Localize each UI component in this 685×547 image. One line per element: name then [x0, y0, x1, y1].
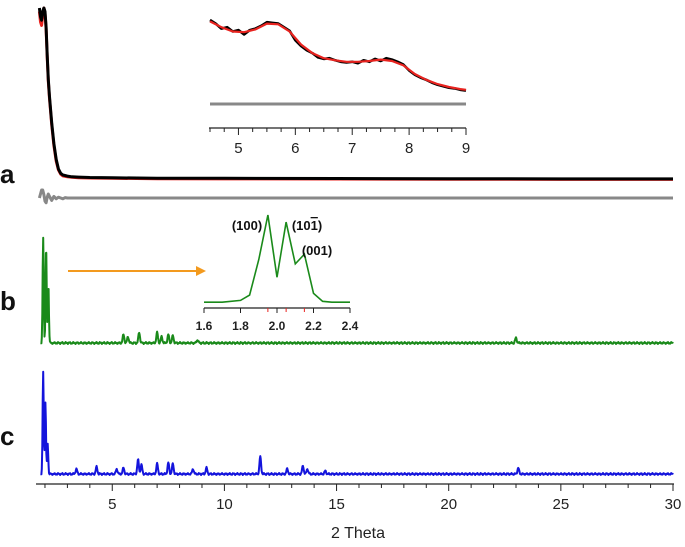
x-tick-label: 5	[108, 496, 116, 513]
inset-a-tick-label: 6	[291, 140, 299, 157]
peak-label-100: (100)	[232, 218, 262, 233]
panel-label-b: b	[0, 286, 16, 316]
panel-label-c: c	[0, 421, 14, 451]
x-tick-label: 20	[440, 496, 457, 513]
inset-b-tick-label: 2.2	[305, 319, 322, 333]
panel-label-a: a	[0, 159, 15, 189]
inset-b-tick-label: 1.8	[232, 319, 249, 333]
inset-a-tick-label: 5	[234, 140, 242, 157]
inset-b-tick-label: 2.4	[342, 319, 359, 333]
x-tick-label: 15	[328, 496, 345, 513]
inset-b-tick-label: 2.0	[269, 319, 286, 333]
panel-c-pattern-0	[39, 370, 674, 476]
inset-a-tick-label: 7	[348, 140, 356, 157]
zoom-arrow-head	[196, 266, 206, 276]
inset-a: 5 6 7 8 9	[209, 18, 470, 157]
inset-a-tick-label: 9	[462, 140, 470, 157]
x-tick-label: 30	[665, 496, 682, 513]
x-axis-title: 2 Theta	[331, 525, 385, 542]
panel-a-series-line-1	[37, 6, 673, 181]
inset-a-series-1	[209, 20, 467, 91]
peak-label-10-1: (101)	[292, 218, 322, 233]
panel-a-series-residual-2	[37, 188, 673, 205]
peak-label-001: (001)	[302, 243, 332, 258]
inset-b-tick-label: 1.6	[196, 319, 213, 333]
x-tick-label: 10	[216, 496, 233, 513]
x-tick-label: 25	[553, 496, 570, 513]
inset-a-tick-label: 8	[405, 140, 413, 157]
main-plot: 5 10 15 20 25 30	[36, 6, 682, 513]
inset-b-series-0	[204, 214, 350, 303]
panel-b-pattern-0	[39, 236, 674, 345]
inset-b: 1.6 1.8 2.0 2.2 2.4 (100) (101) (001)	[196, 214, 359, 333]
